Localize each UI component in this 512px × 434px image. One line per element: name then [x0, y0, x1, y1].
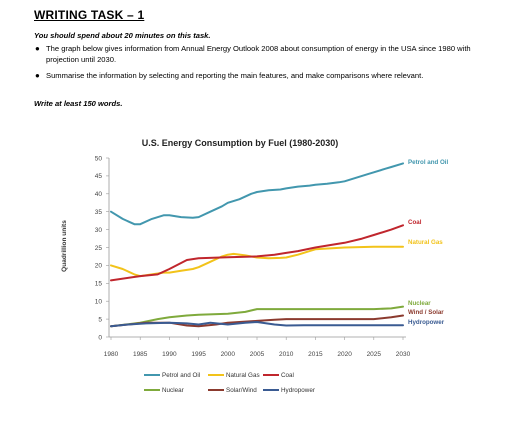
natural-gas-series-line — [110, 245, 404, 278]
coal-end-label: Coal — [408, 219, 422, 226]
nuclear-end-label: Nuclear — [408, 300, 431, 307]
x-tick-label: 2015 — [308, 351, 323, 358]
time-instruction: You should spend about 20 minutes on thi… — [34, 31, 211, 40]
x-tick-label: 1985 — [133, 351, 148, 358]
petrol-and-oil-end-label: Petrol and Oil — [408, 159, 449, 166]
y-tick-label: 25 — [95, 245, 103, 252]
x-tick-label: 2030 — [396, 351, 411, 358]
y-tick-label: 0 — [98, 334, 102, 341]
solar-wind-end-label: Wind / Solar — [408, 309, 444, 316]
task-bullet-1: ● The graph below gives information from … — [35, 44, 476, 65]
word-count-instruction: Write at least 150 words. — [34, 99, 123, 108]
coal-legend-label: Coal — [281, 372, 294, 379]
nuclear-series-line — [110, 305, 404, 328]
x-tick-label: 1980 — [104, 351, 119, 358]
x-tick-label: 1990 — [162, 351, 177, 358]
x-tick-label: 2020 — [337, 351, 352, 358]
y-tick-label: 5 — [98, 316, 102, 323]
x-tick-label: 2005 — [250, 351, 265, 358]
nuclear-legend-label: Nuclear — [162, 387, 184, 394]
coal-series-line — [110, 224, 404, 282]
x-tick-label: 2010 — [279, 351, 294, 358]
bullet-text: Summarise the information by selecting a… — [46, 71, 424, 80]
y-tick-label: 10 — [95, 299, 103, 306]
bullet-dot-icon: ● — [35, 44, 40, 53]
natural-gas-end-label: Natural Gas — [408, 239, 443, 246]
bullet-dot-icon: ● — [35, 71, 40, 80]
task-bullet-2: ● Summarise the information by selecting … — [35, 71, 476, 82]
hydropower-series-line — [110, 321, 404, 328]
y-axis-label: Quadrillion units — [61, 220, 68, 272]
hydropower-end-label: Hydropower — [408, 319, 445, 326]
x-tick-label: 2000 — [221, 351, 236, 358]
y-tick-label: 50 — [95, 155, 103, 162]
solar-wind-legend-label: Solar/Wind — [226, 387, 257, 394]
bullet-text: The graph below gives information from A… — [46, 44, 471, 64]
petrol-and-oil-series-line — [110, 162, 404, 226]
chart-title: U.S. Energy Consumption by Fuel (1980-20… — [142, 138, 339, 148]
y-tick-label: 45 — [95, 173, 103, 180]
x-tick-label: 1995 — [191, 351, 206, 358]
y-tick-label: 15 — [95, 281, 103, 288]
y-tick-label: 20 — [95, 263, 103, 270]
natural-gas-legend-label: Natural Gas — [226, 372, 260, 379]
y-tick-label: 35 — [95, 209, 103, 216]
x-tick-label: 2025 — [367, 351, 382, 358]
petrol-and-oil-legend-label: Petrol and Oil — [162, 372, 200, 379]
task-heading: WRITING TASK – 1 — [34, 8, 145, 22]
y-tick-label: 40 — [95, 191, 103, 198]
y-tick-label: 30 — [95, 227, 103, 234]
hydropower-legend-label: Hydropower — [281, 387, 315, 394]
